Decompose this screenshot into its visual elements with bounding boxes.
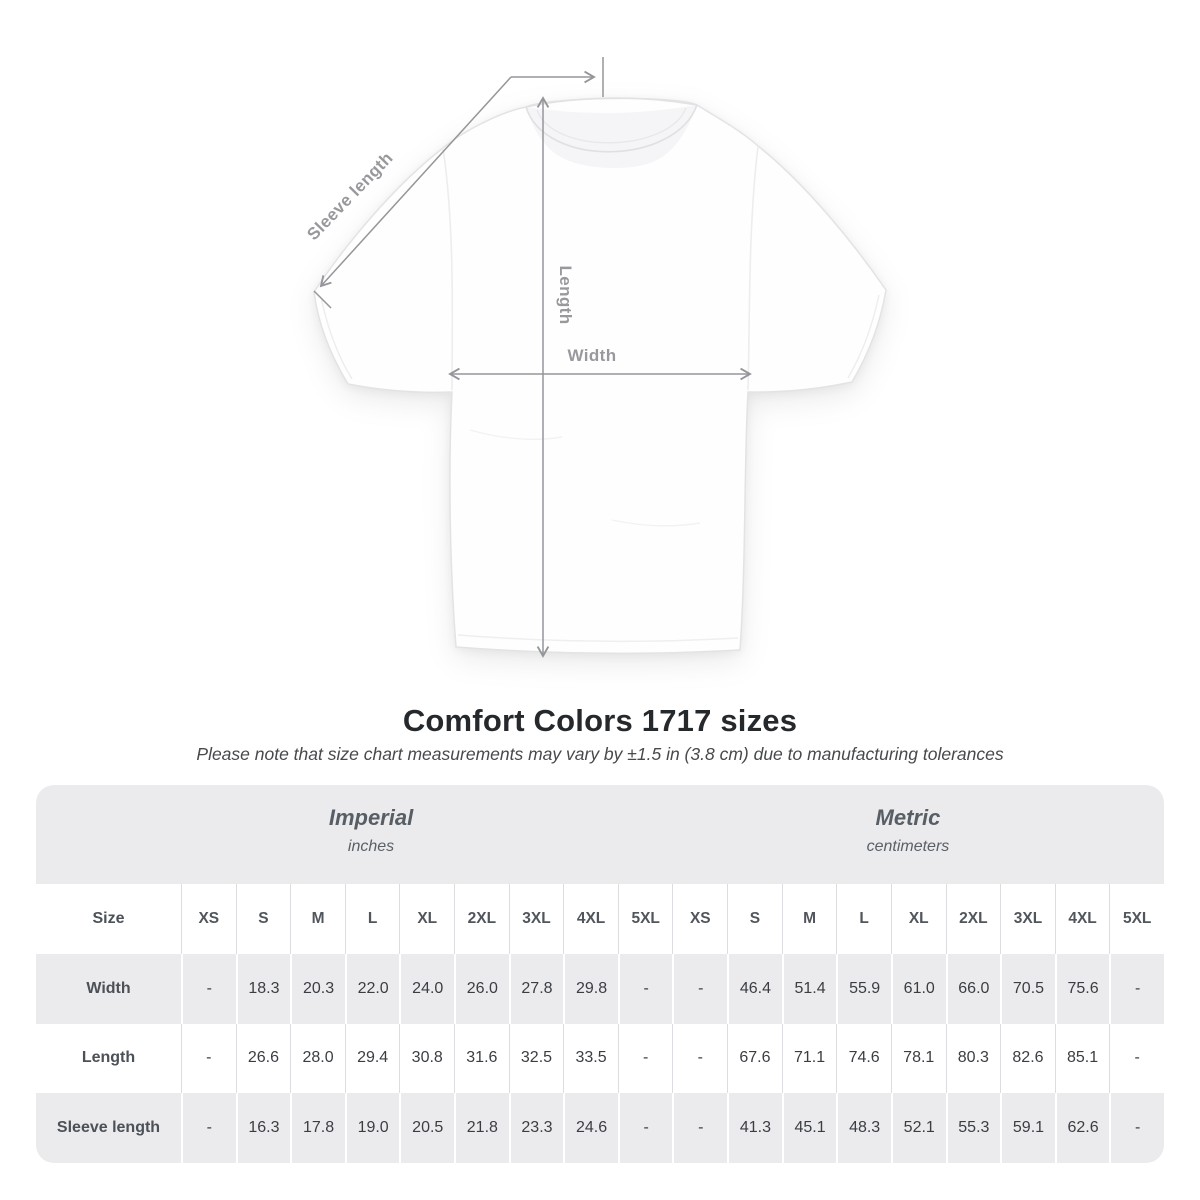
row-label: Sleeve length — [56, 1119, 161, 1137]
size-grid: Size XS S M L XL 2XL 3XL 4XL 5XL XS S M L XL 2XL 3XL 4XL 5… — [36, 884, 1164, 1163]
imperial-label: Imperial — [328, 805, 414, 830]
metric-value-cell: - — [672, 953, 727, 1024]
imperial-value-cell: 23.3 — [508, 1093, 564, 1163]
imperial-value-cell: 28.0 — [290, 1023, 345, 1094]
metric-value-cell: 51.4 — [781, 953, 837, 1024]
size-header-cell-metric: S — [727, 884, 782, 954]
imperial-value-cell: 30.8 — [399, 1023, 454, 1094]
metric-value-cell: - — [672, 1093, 727, 1163]
imperial-value-cell: - — [181, 1093, 236, 1163]
imperial-sublabel: inches — [347, 838, 395, 855]
metric-value-cell: 67.6 — [727, 1023, 782, 1094]
size-table-card: Imperial inches Metric centimeters Size X… — [36, 785, 1164, 1163]
size-header-cell-metric: L — [836, 884, 891, 954]
imperial-value-cell: 31.6 — [454, 1023, 509, 1094]
metric-value-cell: 78.1 — [890, 1023, 946, 1094]
imperial-value-cell: - — [181, 953, 236, 1024]
imperial-value-cell: - — [617, 1023, 673, 1094]
metric-value-cell: - — [1109, 953, 1164, 1024]
size-header-cell-metric: 5XL — [1109, 884, 1164, 954]
size-header-cell-imperial: 3XL — [508, 884, 564, 954]
metric-value-cell: 82.6 — [1000, 1023, 1055, 1094]
imperial-value-cell: 18.3 — [235, 953, 291, 1024]
metric-value-cell: 55.9 — [836, 953, 891, 1024]
imperial-value-cell: - — [617, 1093, 673, 1163]
imperial-value-cell: 29.8 — [563, 953, 618, 1024]
imperial-value-cell: 26.0 — [454, 953, 509, 1024]
imperial-value-cell: 26.6 — [235, 1023, 291, 1094]
size-header-cell-metric: 4XL — [1054, 884, 1110, 954]
imperial-value-cell: - — [617, 953, 673, 1024]
metric-label: Metric — [875, 805, 941, 830]
row-label: Width — [86, 979, 131, 997]
metric-value-cell: 46.4 — [727, 953, 782, 1024]
size-header-cell-metric: 3XL — [1000, 884, 1055, 954]
size-header-cell-imperial: M — [290, 884, 345, 954]
metric-value-cell: - — [1109, 1023, 1164, 1094]
measure-row: Sleeve length -16.3 17.8 19.0 20.5 21.8 23.3 24… — [36, 1093, 1164, 1163]
imperial-value-cell: 27.8 — [508, 953, 564, 1024]
imperial-value-cell: 20.5 — [399, 1093, 454, 1163]
metric-value-cell: 61.0 — [890, 953, 946, 1024]
size-corner-header: Size — [92, 909, 125, 927]
metric-value-cell: 52.1 — [890, 1093, 946, 1163]
width-label: Width — [567, 346, 616, 365]
metric-sublabel: centimeters — [866, 838, 950, 855]
size-header-cell-imperial: 5XL — [617, 884, 673, 954]
metric-value-cell: 59.1 — [1000, 1093, 1055, 1163]
metric-value-cell: - — [672, 1023, 727, 1094]
metric-value-cell: 85.1 — [1054, 1023, 1110, 1094]
imperial-value-cell: - — [181, 1023, 236, 1094]
row-label: Length — [81, 1049, 136, 1067]
size-header-row: Size XS S M L XL 2XL 3XL 4XL 5XL XS S M L XL 2XL 3XL 4XL 5… — [36, 884, 1164, 954]
metric-value-cell: 41.3 — [727, 1093, 782, 1163]
metric-value-cell: 70.5 — [1000, 953, 1055, 1024]
imperial-value-cell: 19.0 — [344, 1093, 400, 1163]
length-label: Length — [556, 265, 575, 324]
size-header-cell-imperial: S — [235, 884, 291, 954]
units-header-band: Imperial inches Metric centimeters — [36, 785, 1164, 884]
size-header-cell-imperial: 2XL — [454, 884, 509, 954]
metric-value-cell: 75.6 — [1054, 953, 1110, 1024]
imperial-value-cell: 33.5 — [563, 1023, 618, 1094]
metric-value-cell: 48.3 — [836, 1093, 891, 1163]
imperial-value-cell: 29.4 — [344, 1023, 400, 1094]
imperial-value-cell: 24.6 — [563, 1093, 618, 1163]
size-header-cell-metric: 2XL — [945, 884, 1001, 954]
metric-value-cell: 66.0 — [945, 953, 1001, 1024]
metric-header: Metric centimeters — [867, 805, 950, 856]
size-header-cell-imperial: 4XL — [563, 884, 618, 954]
measure-row: Length -26.6 28.0 29.4 30.8 31.6 32.5 33.5- -67.… — [36, 1023, 1164, 1094]
imperial-value-cell: 21.8 — [454, 1093, 509, 1163]
metric-value-cell: 45.1 — [781, 1093, 837, 1163]
imperial-value-cell: 32.5 — [508, 1023, 564, 1094]
tolerance-note: Please note that size chart measurements… — [196, 744, 1004, 764]
metric-value-cell: 62.6 — [1054, 1093, 1110, 1163]
metric-value-cell: 80.3 — [945, 1023, 1001, 1094]
metric-value-cell: - — [1109, 1093, 1164, 1163]
sleeve-length-arrow — [319, 76, 512, 288]
tshirt-image — [313, 97, 887, 655]
sleeve-end-tick — [313, 290, 332, 309]
size-header-cell-imperial: XS — [181, 884, 236, 954]
metric-value-cell: 71.1 — [781, 1023, 837, 1094]
imperial-header: Imperial inches — [329, 805, 413, 856]
metric-value-cell: 74.6 — [836, 1023, 891, 1094]
size-header-cell-metric: XS — [672, 884, 727, 954]
imperial-value-cell: 16.3 — [235, 1093, 291, 1163]
imperial-value-cell: 20.3 — [290, 953, 345, 1024]
tshirt-figure: Sleeve length Length Width — [303, 57, 887, 658]
measure-row: Width -18.3 20.3 22.0 24.0 26.0 27.8 29.8- -46.4… — [36, 953, 1164, 1024]
size-header-cell-metric: XL — [890, 884, 946, 954]
imperial-value-cell: 22.0 — [344, 953, 400, 1024]
size-header-cell-metric: M — [781, 884, 837, 954]
size-header-cell-imperial: L — [344, 884, 400, 954]
imperial-value-cell: 24.0 — [399, 953, 454, 1024]
page-title: Comfort Colors 1717 sizes — [402, 703, 798, 738]
imperial-value-cell: 17.8 — [290, 1093, 345, 1163]
metric-value-cell: 55.3 — [945, 1093, 1001, 1163]
size-header-cell-imperial: XL — [399, 884, 454, 954]
